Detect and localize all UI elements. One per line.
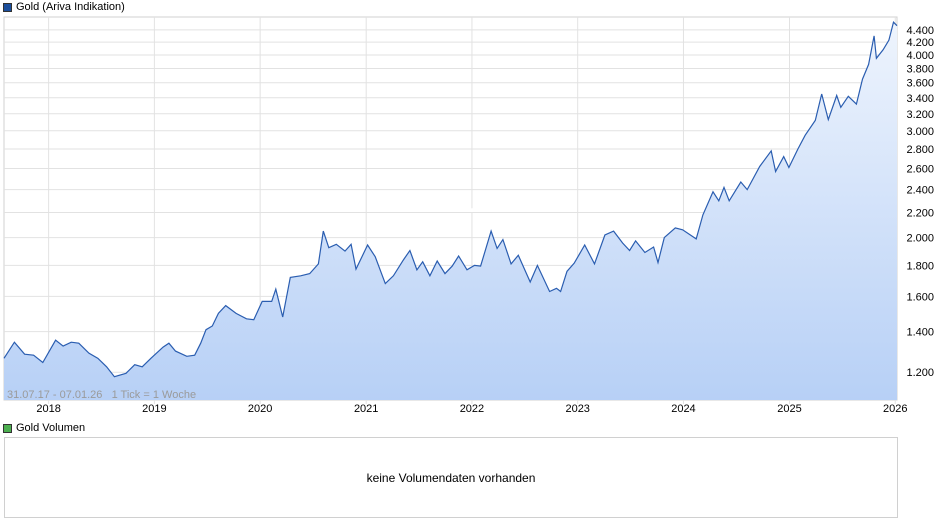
price-legend-label: Gold (Ariva Indikation) — [16, 1, 125, 13]
y-tick-label: 2.800 — [906, 144, 934, 156]
price-line — [3, 21, 898, 378]
x-tick-label: 2023 — [565, 403, 589, 415]
x-tick-label: 2022 — [460, 403, 484, 415]
price-chart: ARIVA.DE 1.200 1.400 1.600 1.800 2.000 2.200 2… — [3, 16, 934, 415]
volume-panel: keine Volumendaten vorhanden — [4, 437, 898, 518]
volume-legend: Gold Volumen — [3, 421, 85, 435]
y-tick-label: 1.400 — [906, 327, 934, 339]
volume-empty-message: keine Volumendaten vorhanden — [366, 471, 536, 485]
price-legend-swatch — [3, 2, 12, 12]
watermark-logo: ARIVA.DE — [388, 190, 515, 218]
x-tick-label: 2019 — [142, 403, 166, 415]
y-tick-label: 2.400 — [906, 185, 934, 197]
range-info: 31.07.17 - 07.01.26 1 Tick = 1 Woche — [7, 389, 196, 401]
x-tick-label: 2026 — [883, 403, 907, 415]
price-area-fill — [4, 22, 897, 400]
volume-legend-label: Gold Volumen — [16, 422, 86, 434]
x-axis-ticks: 2018 2019 2020 2021 2022 2023 2024 2025 2026 — [36, 403, 907, 415]
y-tick-label: 3.600 — [906, 78, 934, 90]
y-tick-label: 3.800 — [906, 63, 934, 75]
y-tick-label: 2.600 — [906, 163, 934, 175]
y-tick-label: 4.400 — [906, 25, 934, 37]
price-legend: Gold (Ariva Indikation) — [3, 0, 125, 14]
y-tick-label: 2.000 — [906, 233, 934, 245]
y-tick-label: 1.800 — [906, 260, 934, 272]
y-tick-label: 1.600 — [906, 291, 934, 303]
x-tick-label: 2021 — [354, 403, 378, 415]
x-tick-label: 2020 — [248, 403, 272, 415]
y-axis-ticks: 1.200 1.400 1.600 1.800 2.000 2.200 2.400 2.600… — [906, 25, 934, 379]
x-tick-label: 2018 — [36, 403, 60, 415]
y-tick-label: 1.200 — [906, 367, 934, 379]
y-tick-label: 2.200 — [906, 208, 934, 220]
x-tick-label: 2024 — [671, 403, 695, 415]
volume-legend-swatch — [3, 423, 12, 433]
y-tick-label: 3.000 — [906, 126, 934, 138]
x-tick-label: 2025 — [777, 403, 801, 415]
y-tick-label: 4.200 — [906, 37, 934, 49]
y-tick-label: 3.200 — [906, 109, 934, 121]
y-tick-label: 4.000 — [906, 50, 934, 62]
y-tick-label: 3.400 — [906, 93, 934, 105]
